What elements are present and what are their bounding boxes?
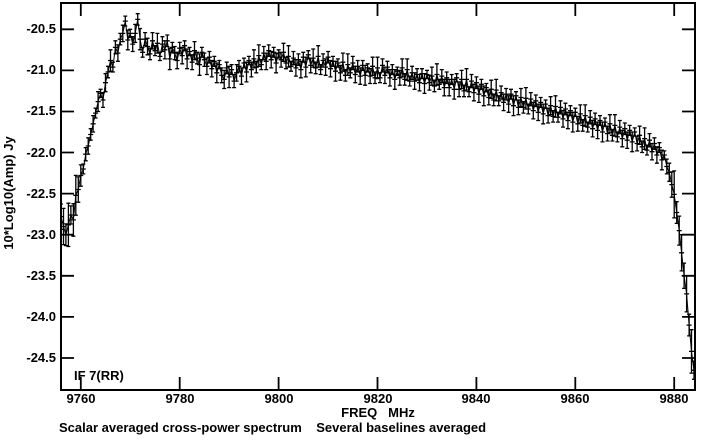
y-tick-label: -23.0 [26,227,56,242]
data-layer [61,13,695,380]
y-tick-label: -22.0 [26,145,56,160]
x-tick-label: 9760 [66,391,96,406]
if-annotation: IF 7(RR) [74,368,124,383]
y-tick-label: -21.0 [26,62,56,77]
x-tick-label: 9880 [659,391,689,406]
y-tick-label: -21.5 [26,103,56,118]
spectrum-markers-and-error-bars [61,13,695,380]
y-tick-label: -24.5 [26,350,56,365]
x-tick-label: 9820 [363,391,393,406]
plot-caption: Scalar averaged cross-power spectrum Sev… [59,420,487,435]
y-tick-label: -23.5 [26,268,56,283]
y-tick-label: -22.5 [26,186,56,201]
x-axis-label: FREQ MHz [341,405,415,420]
y-tick-label: -24.0 [26,309,56,324]
x-tick-label: 9780 [165,391,195,406]
y-tick-label: -20.5 [26,21,56,36]
x-tick-label: 9840 [461,391,491,406]
x-tick-label: 9800 [264,391,294,406]
x-tick-label: 9860 [560,391,590,406]
